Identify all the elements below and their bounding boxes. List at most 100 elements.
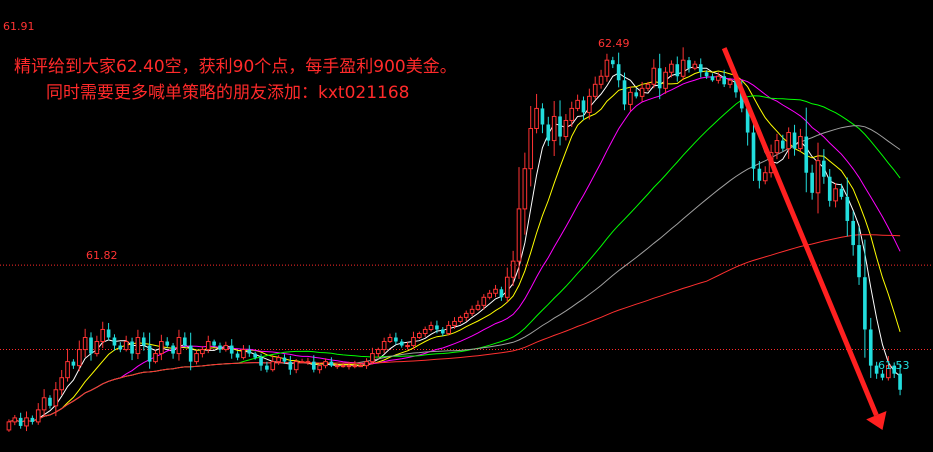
- candle: [59, 369, 65, 396]
- candle: [311, 355, 316, 373]
- candle-body: [504, 276, 510, 298]
- candle-body: [30, 417, 35, 422]
- candle: [76, 340, 82, 372]
- candle: [171, 342, 175, 359]
- candle: [6, 419, 12, 432]
- candle: [176, 329, 182, 361]
- candle: [130, 337, 134, 361]
- candle-body: [171, 345, 175, 354]
- candle-body: [452, 320, 457, 326]
- candle: [253, 351, 257, 360]
- candle: [845, 177, 850, 237]
- candle: [469, 305, 475, 317]
- candle: [65, 348, 70, 382]
- candle-body: [851, 220, 855, 246]
- candle: [575, 94, 580, 112]
- candle: [94, 335, 100, 357]
- candle-body: [205, 341, 211, 351]
- candle-body: [176, 337, 182, 355]
- candle: [41, 389, 47, 417]
- candle-body: [387, 337, 393, 343]
- candle: [340, 362, 346, 368]
- candle-body: [534, 107, 539, 130]
- candle: [551, 101, 557, 157]
- candle-body: [370, 353, 375, 363]
- candle-body: [822, 160, 826, 177]
- candle: [229, 339, 234, 359]
- candle-body: [159, 341, 164, 355]
- annotation-line-1: 精评给到大家62.40空，获利90个点，每手盈利900美金。: [14, 57, 457, 77]
- candle-body: [786, 132, 791, 150]
- candle-body: [551, 115, 557, 142]
- candle: [874, 361, 879, 379]
- candle-body: [123, 341, 129, 351]
- candle-body: [592, 83, 598, 97]
- candle-body: [89, 337, 93, 354]
- candle-body: [394, 337, 398, 342]
- candle: [153, 350, 158, 364]
- candle: [305, 357, 311, 365]
- candle-body: [692, 63, 698, 69]
- candle-body: [516, 208, 522, 262]
- candle: [394, 332, 398, 345]
- candle: [762, 166, 768, 185]
- candle: [411, 331, 416, 350]
- candle: [645, 81, 651, 91]
- candle: [30, 415, 35, 425]
- candle-body: [229, 345, 234, 354]
- candle-body: [610, 60, 615, 65]
- candle-body: [558, 116, 562, 137]
- candle: [675, 56, 680, 82]
- candle-body: [469, 308, 475, 314]
- candle: [815, 142, 821, 214]
- candle: [792, 124, 797, 156]
- candle: [716, 72, 721, 84]
- candle: [499, 286, 504, 301]
- candle-body: [839, 188, 844, 197]
- candle: [223, 341, 229, 352]
- candle: [194, 350, 199, 365]
- candle: [100, 321, 106, 349]
- candle-body: [329, 361, 334, 366]
- ma-120-line: [8, 234, 901, 423]
- candle-body: [522, 168, 528, 210]
- candle-body: [863, 277, 867, 330]
- candle: [123, 335, 129, 352]
- candle: [463, 310, 469, 322]
- candle: [147, 332, 152, 369]
- candle-body: [657, 68, 662, 89]
- candle: [475, 300, 481, 311]
- candle: [71, 359, 76, 369]
- candle-body: [147, 345, 152, 362]
- candle: [598, 69, 604, 89]
- candle: [634, 88, 639, 99]
- candle: [265, 361, 269, 373]
- candle: [804, 107, 809, 193]
- candle: [270, 355, 276, 372]
- candle-body: [722, 76, 727, 85]
- candle-body: [780, 140, 785, 149]
- candle-body: [352, 365, 358, 368]
- candle-body: [651, 67, 657, 85]
- candle-body: [288, 361, 293, 370]
- candle: [370, 347, 375, 365]
- candle: [704, 70, 709, 79]
- candle: [898, 364, 902, 396]
- candle: [364, 358, 369, 369]
- candle: [757, 160, 762, 189]
- trend-arrow-shaft: [721, 47, 879, 417]
- candle-body: [493, 288, 498, 294]
- candle-body: [774, 140, 780, 154]
- candle: [722, 69, 727, 88]
- candle: [628, 86, 633, 111]
- candle-body: [346, 365, 352, 368]
- candle: [516, 167, 522, 279]
- candle: [493, 284, 498, 298]
- candle-body: [218, 345, 222, 350]
- candle: [604, 53, 610, 82]
- candle-body: [334, 365, 340, 368]
- candle-body: [411, 337, 416, 347]
- candle-body: [663, 71, 668, 89]
- candle-body: [815, 160, 821, 194]
